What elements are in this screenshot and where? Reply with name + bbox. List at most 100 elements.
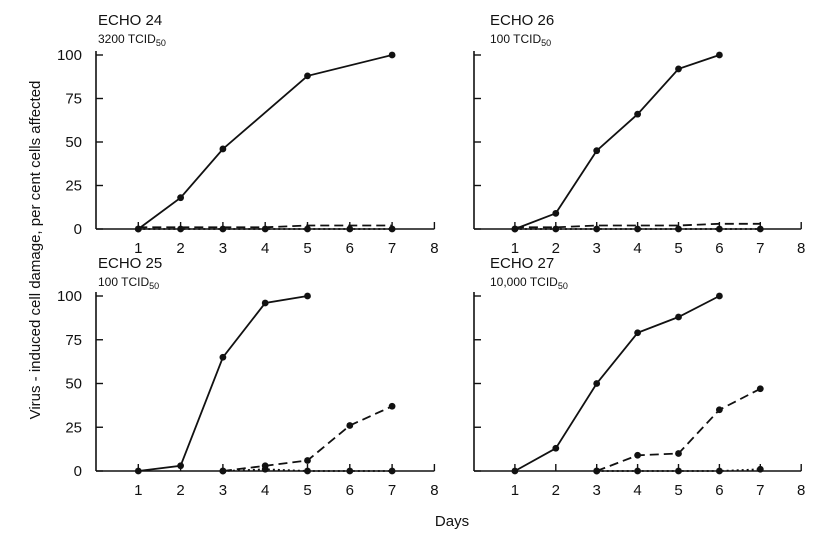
x-tick-label: 2 (552, 240, 560, 257)
data-point (388, 402, 396, 410)
data-point (388, 51, 396, 59)
x-tick-label: 5 (674, 240, 682, 257)
y-tick-label: 0 (74, 221, 82, 238)
data-point (219, 145, 227, 153)
x-tick-label: 4 (633, 482, 641, 499)
dose-label: 100 TCID50 (490, 32, 551, 48)
x-tick-label: 2 (176, 482, 184, 499)
data-point (304, 292, 311, 300)
x-tick-label: 5 (674, 482, 682, 499)
x-tick-label: 1 (134, 240, 142, 257)
x-tick-label: 8 (430, 240, 438, 257)
data-point (177, 225, 185, 233)
panel-2: ECHO 26 100 TCID50 1 2 3 4 5 6 7 8 (473, 12, 805, 257)
panel-title: ECHO 25 (98, 255, 162, 272)
data-point (177, 462, 185, 470)
data-point (552, 209, 560, 217)
data-point (552, 225, 560, 233)
data-point (346, 422, 354, 429)
x-tick-label: 7 (388, 482, 396, 499)
data-point (716, 406, 723, 414)
x-tick-label: 1 (511, 482, 519, 499)
data-point (388, 467, 396, 475)
dose-subscript: 50 (558, 281, 568, 291)
x-tick-label: 1 (511, 240, 519, 257)
data-point (675, 225, 682, 233)
data-point (304, 467, 311, 475)
dose-label: 3200 TCID50 (98, 32, 166, 48)
data-point (219, 467, 227, 475)
data-point (346, 467, 354, 475)
x-tick-label: 7 (388, 240, 396, 257)
y-tick-label: 75 (65, 332, 82, 349)
data-point (219, 225, 227, 233)
x-tick-label: 3 (219, 240, 227, 257)
data-point (634, 225, 641, 233)
dose-subscript: 50 (541, 38, 551, 48)
x-tick-label: 1 (134, 482, 142, 499)
data-point (675, 467, 682, 475)
data-point (756, 465, 764, 473)
x-tick-label: 7 (756, 482, 764, 499)
y-tick-label: 75 (65, 91, 82, 108)
data-point (304, 457, 311, 464)
data-point (716, 292, 723, 300)
y-tick-label: 50 (65, 134, 82, 151)
series-line-solid (514, 54, 720, 230)
data-point (716, 225, 723, 233)
data-point (716, 467, 723, 475)
data-point (675, 313, 682, 321)
panel-title: ECHO 26 (490, 12, 554, 29)
data-point (593, 380, 601, 387)
data-point (219, 353, 227, 361)
data-point (261, 299, 269, 307)
data-point (593, 147, 601, 155)
data-point (388, 225, 396, 233)
y-tick-label: 100 (57, 47, 82, 64)
data-point (552, 444, 560, 452)
data-point (177, 194, 185, 202)
data-point (634, 451, 641, 459)
x-tick-label: 5 (303, 240, 311, 257)
series-line-solid (514, 295, 720, 472)
data-point (675, 65, 682, 73)
data-point (134, 467, 142, 475)
y-tick-label: 25 (65, 419, 82, 436)
dose-number: 10,000 TCID (490, 275, 558, 289)
x-tick-label: 8 (797, 482, 805, 499)
data-point (756, 385, 764, 393)
dose-number: 100 TCID (490, 32, 541, 46)
y-axis-title: Virus - induced cell damage, per cent ce… (27, 81, 44, 420)
data-point (716, 51, 723, 59)
series-line-dashed (514, 222, 761, 229)
x-tick-label: 2 (552, 482, 560, 499)
dose-label: 10,000 TCID50 (490, 275, 568, 291)
panel-title: ECHO 27 (490, 255, 554, 272)
data-point (511, 467, 519, 475)
data-point (593, 225, 601, 233)
data-point (593, 467, 601, 475)
x-tick-label: 3 (219, 482, 227, 499)
data-point (261, 225, 269, 233)
data-point (511, 225, 519, 233)
x-tick-label: 3 (593, 240, 601, 257)
x-tick-label: 5 (303, 482, 311, 499)
data-point (304, 72, 311, 80)
dose-label: 100 TCID50 (98, 275, 159, 291)
x-tick-label: 4 (633, 240, 641, 257)
x-tick-label: 6 (715, 240, 723, 257)
y-tick-label: 25 (65, 178, 82, 195)
x-tick-label: 4 (261, 240, 269, 257)
x-tick-label: 6 (346, 240, 354, 257)
x-tick-label: 4 (261, 482, 269, 499)
data-point (634, 467, 641, 475)
x-axis-title: Days (435, 513, 469, 530)
panel-title: ECHO 24 (98, 12, 162, 29)
dose-subscript: 50 (156, 38, 166, 48)
data-point (304, 225, 311, 233)
series-line-solid (137, 54, 393, 230)
